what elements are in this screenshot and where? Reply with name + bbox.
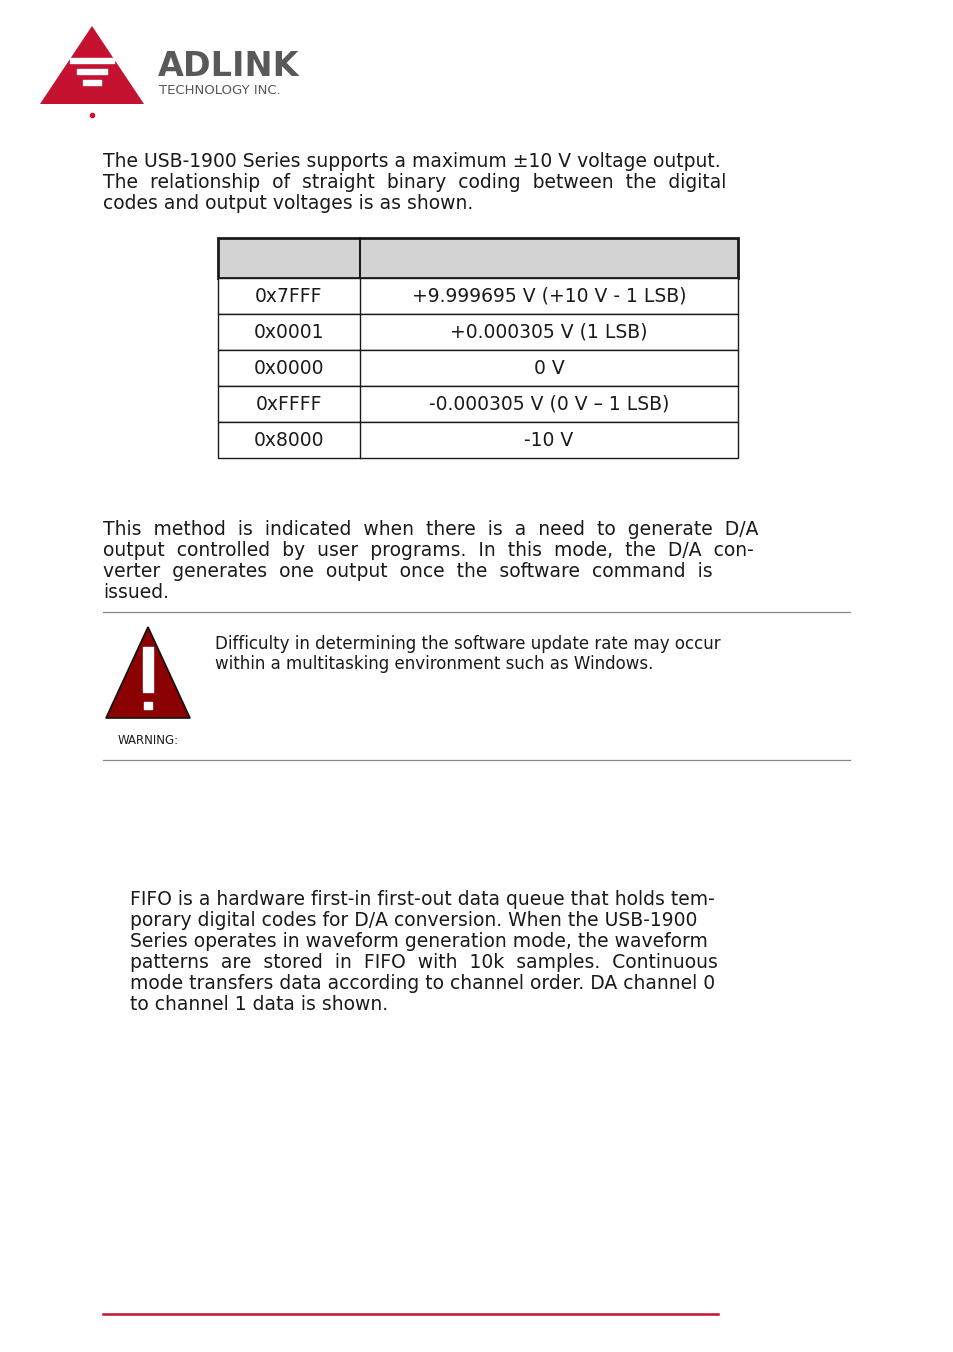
Bar (218, 238, 738, 279)
Text: The USB-1900 Series supports a maximum ±10 V voltage output.: The USB-1900 Series supports a maximum ±… (103, 151, 720, 170)
Text: -0.000305 V (0 V – 1 LSB): -0.000305 V (0 V – 1 LSB) (428, 395, 668, 414)
Text: within a multitasking environment such as Windows.: within a multitasking environment such a… (214, 654, 653, 673)
Polygon shape (40, 26, 144, 104)
Text: -10 V: -10 V (524, 430, 573, 449)
Text: The  relationship  of  straight  binary  coding  between  the  digital: The relationship of straight binary codi… (103, 173, 725, 192)
Text: 0x7FFF: 0x7FFF (255, 287, 322, 306)
Polygon shape (106, 627, 190, 718)
Text: verter  generates  one  output  once  the  software  command  is: verter generates one output once the sof… (103, 562, 712, 581)
Text: porary digital codes for D/A conversion. When the USB-1900: porary digital codes for D/A conversion.… (130, 911, 697, 930)
Bar (218, 350, 738, 387)
Text: Difficulty in determining the software update rate may occur: Difficulty in determining the software u… (214, 635, 720, 653)
Text: mode transfers data according to channel order. DA channel 0: mode transfers data according to channel… (130, 973, 715, 992)
Text: 0xFFFF: 0xFFFF (255, 395, 322, 414)
Text: codes and output voltages is as shown.: codes and output voltages is as shown. (103, 193, 473, 214)
Text: 0 V: 0 V (533, 358, 564, 377)
Text: output  controlled  by  user  programs.  In  this  mode,  the  D/A  con-: output controlled by user programs. In t… (103, 541, 753, 560)
Text: Series operates in waveform generation mode, the waveform: Series operates in waveform generation m… (130, 932, 707, 950)
Text: This  method  is  indicated  when  there  is  a  need  to  generate  D/A: This method is indicated when there is a… (103, 521, 758, 539)
Bar (218, 279, 738, 314)
Text: 0x0001: 0x0001 (253, 323, 324, 342)
Text: +0.000305 V (1 LSB): +0.000305 V (1 LSB) (450, 323, 647, 342)
Text: FIFO is a hardware first-in first-out data queue that holds tem-: FIFO is a hardware first-in first-out da… (130, 890, 714, 909)
Bar (218, 387, 738, 422)
Bar (218, 422, 738, 458)
Text: TECHNOLOGY INC.: TECHNOLOGY INC. (159, 84, 280, 96)
Text: 0x8000: 0x8000 (253, 430, 324, 449)
Text: ADLINK: ADLINK (158, 50, 299, 82)
Text: patterns  are  stored  in  FIFO  with  10k  samples.  Continuous: patterns are stored in FIFO with 10k sam… (130, 953, 717, 972)
Text: issued.: issued. (103, 583, 169, 602)
Text: WARNING:: WARNING: (117, 734, 178, 748)
Text: +9.999695 V (+10 V - 1 LSB): +9.999695 V (+10 V - 1 LSB) (412, 287, 685, 306)
Bar (218, 314, 738, 350)
Text: 0x0000: 0x0000 (253, 358, 324, 377)
Text: to channel 1 data is shown.: to channel 1 data is shown. (130, 995, 388, 1014)
